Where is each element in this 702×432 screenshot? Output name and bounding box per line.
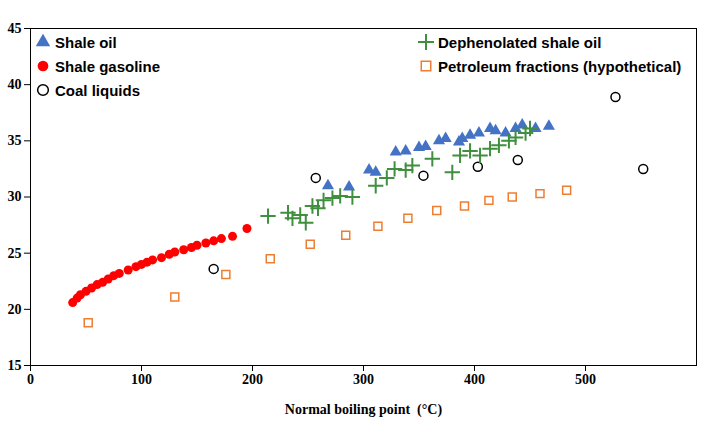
svg-text:200: 200 [242, 372, 263, 387]
svg-text:40: 40 [8, 77, 22, 92]
svg-text:500: 500 [575, 372, 596, 387]
svg-text:0: 0 [27, 372, 34, 387]
svg-text:300: 300 [353, 372, 374, 387]
svg-text:25: 25 [8, 246, 22, 261]
html-text:Coal liquids: Coal liquids [55, 81, 140, 99]
svg-text:20: 20 [8, 302, 22, 317]
html-text:Shale gasoline: Shale gasoline [55, 57, 160, 75]
svg-text:Normal boiling point (°C): Normal boiling point (°C) [285, 402, 443, 418]
html-text:Shale oil: Shale oil [55, 33, 117, 51]
svg-text:45: 45 [8, 21, 22, 36]
svg-text:30: 30 [8, 189, 22, 204]
html-text:Dephenolated shale oil: Dephenolated shale oil [438, 33, 602, 51]
svg-text:400: 400 [464, 372, 485, 387]
svg-text:15: 15 [8, 358, 22, 373]
html-text:Petroleum fractions (hypotheti: Petroleum fractions (hypothetical) [438, 57, 682, 75]
svg-text:100: 100 [131, 372, 152, 387]
svg-text:35: 35 [8, 133, 22, 148]
